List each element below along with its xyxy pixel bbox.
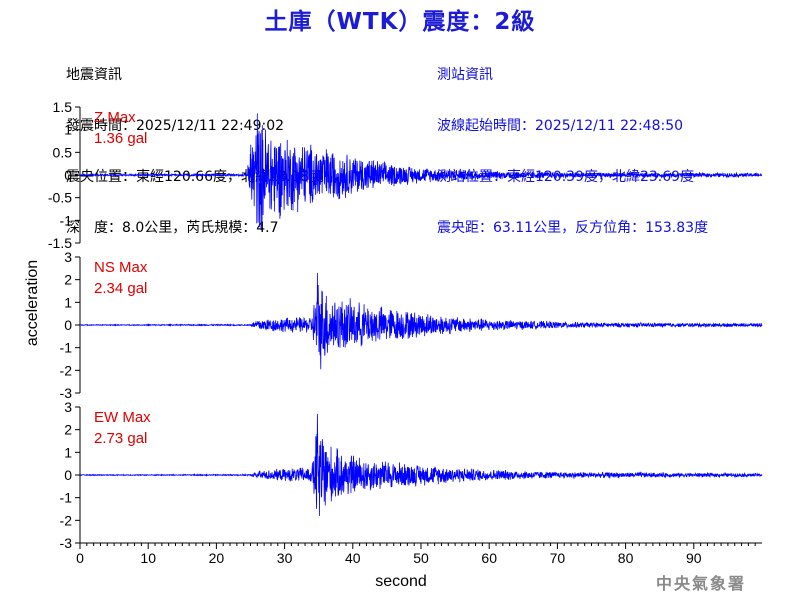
x-tick-label: 30: [277, 550, 293, 566]
max-value-ew: 2.73 gal: [94, 430, 147, 447]
waveform-trace-z: [79, 113, 763, 231]
y-tick-label: -2: [60, 362, 73, 378]
epicentral-distance: 震央距：63.11公里，反方位角：153.83度: [437, 220, 709, 236]
y-tick-label: -1: [60, 212, 73, 228]
max-value-z: 1.36 gal: [94, 130, 147, 147]
y-tick-label: 1: [64, 294, 72, 310]
y-tick-label: 3: [64, 249, 72, 265]
x-tick-label: 10: [140, 550, 156, 566]
x-tick-label: 20: [209, 550, 225, 566]
x-tick-label: 0: [76, 550, 84, 566]
y-tick-label: 0: [64, 467, 72, 483]
x-tick-label: 90: [686, 550, 702, 566]
waveform-trace-ew: [79, 413, 763, 516]
y-tick-label: 1: [64, 122, 72, 138]
y-tick-label: -3: [60, 535, 73, 551]
x-tick-label: 70: [550, 550, 566, 566]
y-tick-label: -1: [60, 490, 73, 506]
y-tick-label: -1.5: [48, 235, 72, 251]
epicenter-location: 震央位置：東經120.66度，北緯23.18度: [66, 169, 324, 185]
y-tick-label: 0: [64, 167, 72, 183]
y-axis-label: acceleration: [24, 260, 41, 346]
x-tick-label: 80: [618, 550, 634, 566]
y-tick-label: -2: [60, 512, 73, 528]
earthquake-info-heading: 地震資訊: [66, 67, 122, 83]
max-value-ns: 2.34 gal: [94, 280, 147, 297]
origin-time: 發震時間：2025/12/11 22:49:02: [66, 118, 285, 134]
x-tick-label: 50: [413, 550, 429, 566]
max-label-ew: EW Max: [94, 409, 151, 426]
y-tick-label: 3: [64, 399, 72, 415]
y-tick-label: -0.5: [48, 190, 72, 206]
x-tick-label: 40: [345, 550, 361, 566]
y-tick-label: 2: [64, 422, 72, 438]
x-axis-label: second: [375, 573, 427, 590]
chart-title: 土庫（WTK）震度：2級: [264, 9, 536, 35]
earthquake-info: 地震資訊 發震時間：2025/12/11 22:49:02 震央位置：東經120…: [66, 33, 323, 254]
y-tick-label: 0: [64, 317, 72, 333]
y-tick-label: 1: [64, 444, 72, 460]
y-tick-label: -1: [60, 340, 73, 356]
max-label-z: Z Max: [94, 109, 136, 126]
waveform-trace-ns: [79, 272, 763, 370]
y-tick-label: 0.5: [53, 144, 73, 160]
y-tick-label: 1.5: [53, 99, 73, 115]
station-info-heading: 測站資訊: [437, 67, 493, 83]
y-tick-label: -3: [60, 385, 73, 401]
depth-magnitude: 深 度：8.0公里，芮氏規模：4.7: [66, 220, 279, 236]
max-label-ns: NS Max: [94, 259, 148, 276]
y-tick-label: 2: [64, 272, 72, 288]
waveform-start-time: 波線起始時間：2025/12/11 22:48:50: [437, 118, 684, 134]
x-tick-label: 60: [481, 550, 497, 566]
agency-watermark: 中央氣象署: [656, 574, 747, 593]
